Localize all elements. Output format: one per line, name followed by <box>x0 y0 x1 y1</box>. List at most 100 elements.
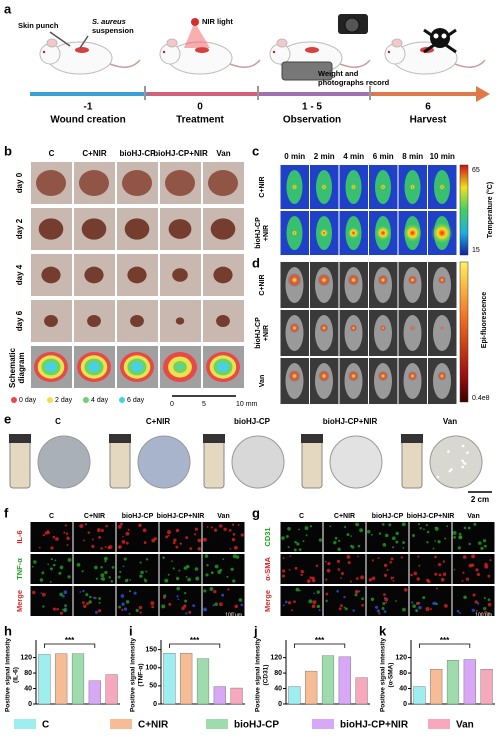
stain <box>415 601 420 606</box>
stain <box>94 565 98 570</box>
column-header: Van <box>217 513 229 520</box>
stain <box>443 603 448 608</box>
stain <box>240 603 244 607</box>
stain <box>122 535 124 538</box>
colony <box>436 475 440 479</box>
step-day: 1 - 5 <box>302 102 322 113</box>
stain <box>457 546 461 550</box>
stain <box>119 522 123 526</box>
bar <box>355 677 368 705</box>
stain <box>285 535 289 538</box>
column-header: C+NIR <box>82 149 106 158</box>
stain <box>395 540 399 544</box>
column-header: C+NIR <box>334 513 355 520</box>
stain <box>209 587 214 591</box>
mouse-tail <box>454 59 486 68</box>
bar <box>288 686 301 705</box>
mouse-ear <box>276 38 288 48</box>
stain <box>357 544 361 548</box>
column-header: C <box>55 417 61 426</box>
stain <box>49 567 53 571</box>
stain <box>382 602 386 605</box>
bar <box>38 654 51 705</box>
stain <box>197 538 202 543</box>
stain <box>185 536 189 540</box>
legend-label: 4 day <box>91 397 109 404</box>
schematic-area <box>88 361 100 373</box>
stain <box>91 544 95 549</box>
column-header: C+NIR <box>146 417 170 426</box>
stain <box>202 537 207 542</box>
annotation: Skin punch <box>18 21 59 30</box>
fluor-body <box>374 315 392 351</box>
thermal-spot <box>380 184 386 190</box>
stain <box>475 609 478 612</box>
vial <box>301 439 323 489</box>
stain <box>325 592 329 596</box>
stain <box>390 577 393 580</box>
stain <box>299 589 301 592</box>
stain <box>480 546 484 551</box>
stain <box>471 554 476 559</box>
legend-swatch <box>312 719 334 729</box>
stain <box>219 524 223 528</box>
colony <box>448 469 452 473</box>
stain <box>308 599 313 604</box>
stain <box>104 545 107 548</box>
significance-bracket <box>169 643 221 648</box>
row-label: IL-6 <box>15 530 24 543</box>
stain <box>42 605 45 608</box>
stain <box>111 566 115 569</box>
stain <box>302 540 305 543</box>
stain <box>343 595 346 599</box>
stain <box>64 604 67 608</box>
y-tick-label: 0 <box>278 701 282 708</box>
stain <box>229 548 232 550</box>
bar <box>213 686 226 705</box>
y-axis-label: Positive signal intensity <box>380 638 387 712</box>
stain <box>336 589 339 593</box>
stain <box>219 568 223 572</box>
annotation: *** <box>440 636 450 645</box>
thermal-spot <box>439 184 445 190</box>
annotation: Weight and <box>318 69 359 78</box>
stain <box>110 580 114 583</box>
row-label: day 4 <box>15 264 24 285</box>
wound-area <box>127 266 147 284</box>
stain <box>475 568 479 572</box>
row-label: day 2 <box>15 218 24 239</box>
stain <box>103 556 108 561</box>
panel-label: a <box>4 1 12 16</box>
stain <box>125 541 129 545</box>
vial <box>9 439 31 489</box>
stain <box>378 532 382 535</box>
stain <box>298 528 300 531</box>
stain <box>465 577 470 581</box>
row-label: Merge <box>263 590 272 612</box>
stain <box>151 605 155 609</box>
stain <box>83 604 87 609</box>
stain <box>82 539 85 542</box>
fluor-spot <box>377 274 389 286</box>
stain <box>176 586 181 591</box>
stain <box>161 604 166 609</box>
stain <box>413 571 418 576</box>
micrograph <box>323 554 366 584</box>
fluor-spot <box>289 323 300 333</box>
stain <box>423 528 425 531</box>
stain <box>354 593 358 597</box>
stain <box>281 536 285 540</box>
stain <box>213 589 217 594</box>
stain <box>164 578 169 583</box>
stain <box>361 597 364 601</box>
stain <box>108 576 111 579</box>
panel-label: i <box>129 623 133 638</box>
stain <box>129 579 131 581</box>
step-name: Observation <box>283 115 341 126</box>
stain <box>233 545 238 550</box>
stain <box>392 546 395 549</box>
colorbar-label: 0.4e8 <box>472 395 490 402</box>
stain <box>432 547 435 550</box>
stain <box>300 569 304 573</box>
